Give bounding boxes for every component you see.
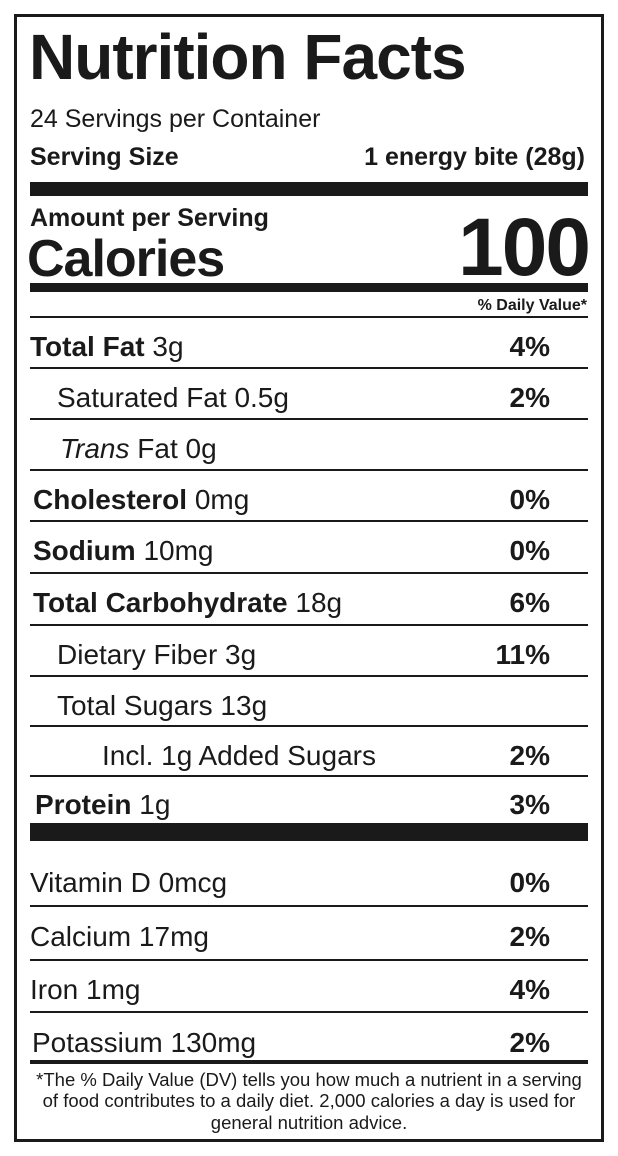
nutrient-name: Dietary Fiber	[57, 639, 218, 670]
vitamin-amount: 0mcg	[158, 867, 228, 898]
divider	[30, 1011, 588, 1013]
nutrient-row-cholesterol: Cholesterol 0mg 0%	[30, 472, 588, 522]
nutrient-name-italic: Trans	[60, 433, 130, 464]
nutrient-name: Total Fat	[30, 331, 145, 362]
vitamin-amount: 1mg	[86, 974, 141, 1005]
divider	[30, 316, 588, 318]
nutrient-name: Total Sugars	[57, 690, 213, 721]
serving-size-label: Serving Size	[30, 143, 179, 171]
vitamin-name: Potassium	[32, 1027, 163, 1058]
vitamin-dv: 2%	[509, 1027, 550, 1058]
nutrient-amount: 0.5g	[234, 382, 289, 413]
vitamin-dv: 4%	[509, 974, 550, 1005]
servings-per-container: 24 Servings per Container	[30, 105, 321, 133]
vitamin-name: Calcium	[30, 921, 132, 952]
nutrient-row-dietary-fiber: Dietary Fiber 3g 11%	[30, 627, 588, 677]
divider	[30, 520, 588, 522]
nutrient-dv: 3%	[509, 789, 550, 820]
vitamin-amount: 17mg	[138, 921, 209, 952]
nutrient-amount: 3g	[152, 331, 184, 362]
nutrient-row-trans-fat: Trans Fat 0g	[30, 421, 588, 471]
vitamin-row-iron: Iron 1mg 4%	[30, 962, 588, 1012]
nutrient-dv: 11%	[495, 639, 551, 670]
amount-per-serving: Amount per Serving	[30, 204, 269, 232]
divider	[30, 959, 588, 961]
nutrient-amount: 18g	[295, 587, 343, 618]
nutrient-name: Total Carbohydrate	[33, 587, 288, 618]
nutrient-dv: 6%	[509, 587, 550, 618]
calories-value: 100	[458, 202, 591, 293]
nutrient-name: Fat	[137, 433, 178, 464]
nutrient-row-total-sugars: Total Sugars 13g	[30, 678, 588, 728]
nutrient-amount: 3g	[225, 639, 257, 670]
divider	[30, 624, 588, 626]
nutrition-facts-label: Nutrition Facts 24 Servings per Containe…	[14, 14, 604, 1142]
daily-value-header: % Daily Value*	[477, 297, 587, 314]
nutrient-name: Cholesterol	[33, 484, 188, 515]
thick-divider	[30, 182, 588, 196]
nutrient-amount: 0g	[185, 433, 217, 464]
serving-size-value: 1 energy bite (28g)	[364, 143, 585, 171]
nutrient-row-total-carbohydrate: Total Carbohydrate 18g 6%	[30, 575, 588, 625]
nutrient-name: Incl. 1g Added Sugars	[102, 740, 376, 771]
medium-divider	[30, 283, 588, 292]
nutrient-row-added-sugars: Incl. 1g Added Sugars 2%	[30, 728, 588, 778]
nutrient-dv: 4%	[509, 331, 550, 362]
vitamin-dv: 0%	[509, 867, 550, 898]
nutrient-row-total-fat: Total Fat 3g 4%	[30, 319, 588, 369]
divider	[30, 367, 588, 369]
nutrient-dv: 0%	[509, 484, 550, 515]
nutrient-dv: 0%	[509, 535, 550, 566]
divider	[30, 775, 588, 777]
vitamin-amount: 130mg	[170, 1027, 257, 1058]
nutrient-row-sodium: Sodium 10mg 0%	[30, 523, 588, 573]
thick-divider	[30, 823, 588, 841]
nutrient-amount: 1g	[139, 789, 171, 820]
divider	[30, 418, 588, 420]
nutrient-amount: 0mg	[194, 484, 250, 515]
vitamin-row-vitamin-d: Vitamin D 0mcg 0%	[30, 855, 588, 905]
vitamin-dv: 2%	[509, 921, 550, 952]
nutrient-name: Saturated Fat	[57, 382, 227, 413]
nutrient-dv: 2%	[509, 740, 550, 771]
divider	[30, 905, 588, 907]
divider	[30, 469, 588, 471]
daily-value-footnote: *The % Daily Value (DV) tells you how mu…	[36, 1069, 582, 1133]
divider	[30, 675, 588, 677]
calories-label: Calories	[27, 230, 225, 288]
vitamin-name: Vitamin D	[30, 867, 151, 898]
vitamin-row-calcium: Calcium 17mg 2%	[30, 909, 588, 959]
nutrient-dv: 2%	[509, 382, 550, 413]
nutrient-row-saturated-fat: Saturated Fat 0.5g 2%	[30, 370, 588, 420]
label-title: Nutrition Facts	[29, 21, 467, 93]
nutrient-name: Protein	[35, 789, 132, 820]
vitamin-name: Iron	[30, 974, 79, 1005]
nutrient-name: Sodium	[33, 535, 136, 566]
serving-size-row: Serving Size 1 energy bite (28g)	[30, 143, 585, 172]
divider	[30, 572, 588, 574]
divider	[30, 1060, 588, 1064]
nutrient-row-protein: Protein 1g 3%	[30, 777, 588, 827]
nutrient-amount: 10mg	[143, 535, 214, 566]
divider	[30, 725, 588, 727]
vitamin-row-potassium: Potassium 130mg 2%	[30, 1015, 588, 1065]
nutrient-amount: 13g	[220, 690, 268, 721]
